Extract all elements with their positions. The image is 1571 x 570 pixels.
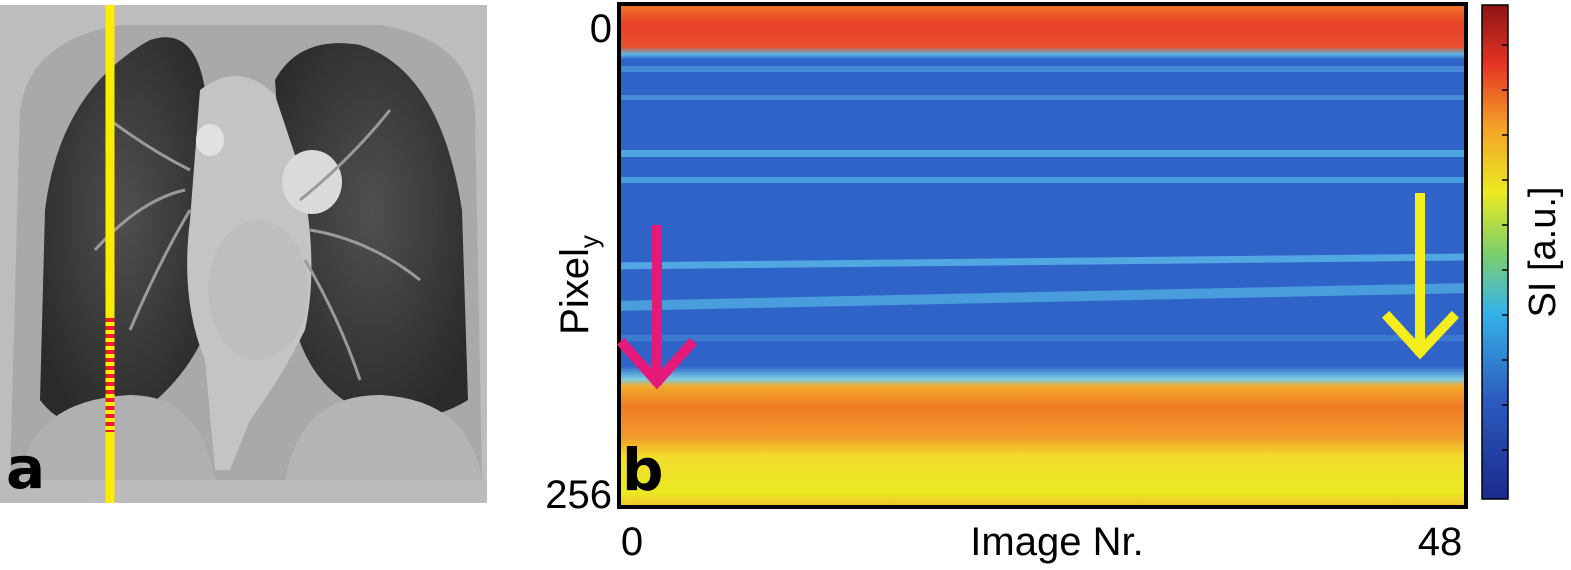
panel-b-label: b <box>622 436 664 504</box>
colorbar <box>1481 4 1509 500</box>
diaphragm-right <box>20 395 215 480</box>
x-tick-left: 0 <box>621 520 643 564</box>
left-arrow <box>616 225 698 390</box>
heatmap-stripes <box>618 66 1467 341</box>
colorbar-label: SI [a.u.] <box>1522 187 1564 318</box>
x-tick-right: 48 <box>1418 520 1463 564</box>
y-tick-bottom: 256 <box>545 473 612 517</box>
panel-b: b 0 256 Pixely 0 48 Image Nr. SI [a.u.] <box>545 2 1564 564</box>
y-axis-label-sub: y <box>574 235 604 248</box>
y-axis-label: Pixely <box>553 235 604 335</box>
diaphragm-left <box>285 395 482 480</box>
panel-a: a <box>0 5 487 503</box>
colorbar-ticks <box>1502 44 1508 451</box>
right-lung <box>40 37 210 427</box>
y-tick-top: 0 <box>590 7 612 51</box>
x-axis-label: Image Nr. <box>970 520 1143 564</box>
mri-image <box>0 25 487 503</box>
y-axis-label-main: Pixel <box>553 248 597 335</box>
colorbar-label-text: SI [a.u.] <box>1522 187 1564 318</box>
panel-a-label: a <box>6 434 45 502</box>
svg-text:Pixely: Pixely <box>553 235 604 335</box>
heatmap-frame <box>617 2 1468 509</box>
right-arrow <box>1381 193 1460 360</box>
left-lung <box>275 43 468 418</box>
